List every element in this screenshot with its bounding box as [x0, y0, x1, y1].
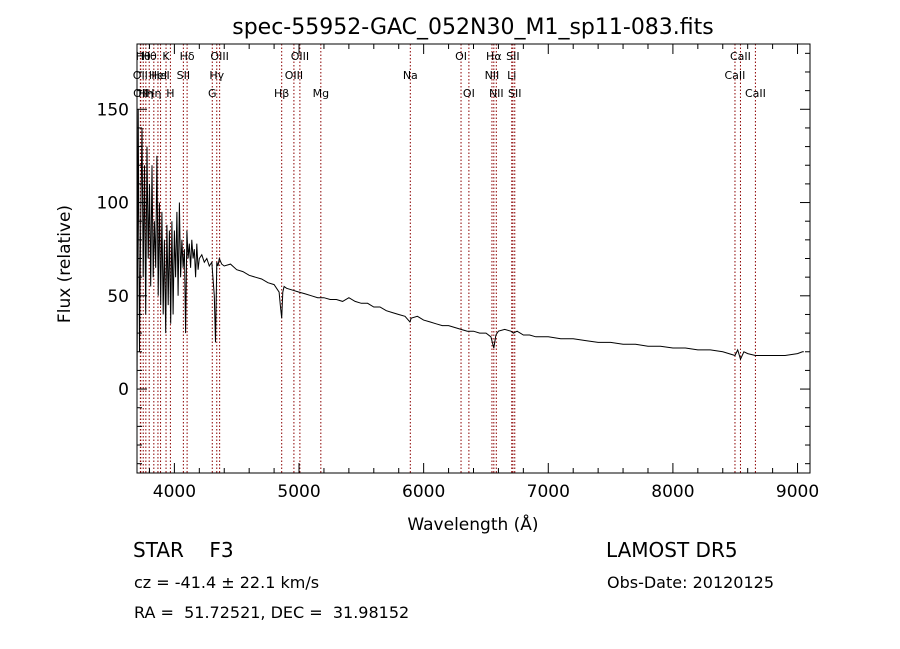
- line-marker-label: OI: [455, 50, 467, 63]
- line-marker-label: SII: [506, 50, 519, 63]
- line-marker-label: OI: [463, 87, 475, 100]
- line-marker-label: OII: [133, 69, 148, 82]
- line-marker-label: H: [166, 87, 174, 100]
- x-tick-label: 8000: [651, 482, 694, 502]
- line-marker-label: SII: [177, 69, 190, 82]
- axes: 4000 5000 6000 7000 8000 9000 0 50 100 150: [97, 43, 819, 502]
- x-tick-label: 7000: [527, 482, 570, 502]
- line-marker-label: CaII: [725, 69, 746, 82]
- line-marker-label: SII: [508, 87, 521, 100]
- y-tick-label: 50: [107, 287, 129, 307]
- line-marker-label: HeI: [151, 69, 169, 82]
- y-tick-label: 100: [97, 194, 129, 214]
- line-marker-label: OIII: [210, 50, 228, 63]
- line-marker-label: Hθ: [142, 50, 157, 63]
- line-marker-label: HeI: [149, 69, 167, 82]
- line-marker-label: Li: [507, 69, 516, 82]
- line-marker-label: Hη: [146, 87, 161, 100]
- y-tick-label: 150: [97, 100, 129, 120]
- line-marker-label: CaII: [730, 50, 751, 63]
- object-class: STAR: [133, 538, 184, 562]
- line-marker-label: NII: [489, 87, 504, 100]
- x-tick-label: 4000: [153, 482, 196, 502]
- survey-name: LAMOST DR5: [606, 538, 738, 562]
- spectrum-line: [136, 109, 804, 390]
- x-tick-label: 9000: [776, 482, 819, 502]
- x-tick-label: 6000: [402, 482, 445, 502]
- line-marker-label: Hβ: [274, 87, 289, 100]
- redshift-velocity: cz = -41.4 ± 22.1 km/s: [134, 573, 320, 592]
- classification-line: STAR F3: [133, 538, 234, 562]
- line-marker-label: K: [162, 50, 170, 63]
- line-marker-label: G: [208, 87, 217, 100]
- y-tick-label: 0: [118, 380, 129, 400]
- line-marker-label: NII: [485, 69, 500, 82]
- y-axis-label: Flux (relative): [55, 205, 75, 323]
- observation-date: Obs-Date: 20120125: [607, 573, 775, 592]
- line-marker-label: Hγ: [209, 69, 224, 82]
- line-marker-label: OIII: [285, 69, 303, 82]
- spectrum-series: [136, 109, 804, 390]
- line-marker-label: Hα: [486, 50, 502, 63]
- line-marker-label: Na: [403, 69, 418, 82]
- line-marker-label: Mg: [313, 87, 329, 100]
- subclass: F3: [209, 538, 234, 562]
- line-markers: [139, 44, 756, 473]
- coordinates: RA = 51.72521, DEC = 31.98152: [134, 603, 410, 622]
- x-tick-label: 5000: [277, 482, 320, 502]
- line-marker-label: Hδ: [180, 50, 195, 63]
- line-marker-labels: OIIOIIHθHηHθHηHeIHeIKHSIIHδGHγOIIIHβOIII…: [133, 50, 766, 100]
- line-marker-label: Hη: [138, 87, 153, 100]
- line-marker-label: CaII: [745, 87, 766, 100]
- chart-title: spec-55952-GAC_052N30_M1_sp11-083.fits: [232, 15, 714, 40]
- line-marker-label: OIII: [291, 50, 309, 63]
- plot-frame: [136, 43, 811, 474]
- x-axis-label: Wavelength (Å): [407, 513, 538, 535]
